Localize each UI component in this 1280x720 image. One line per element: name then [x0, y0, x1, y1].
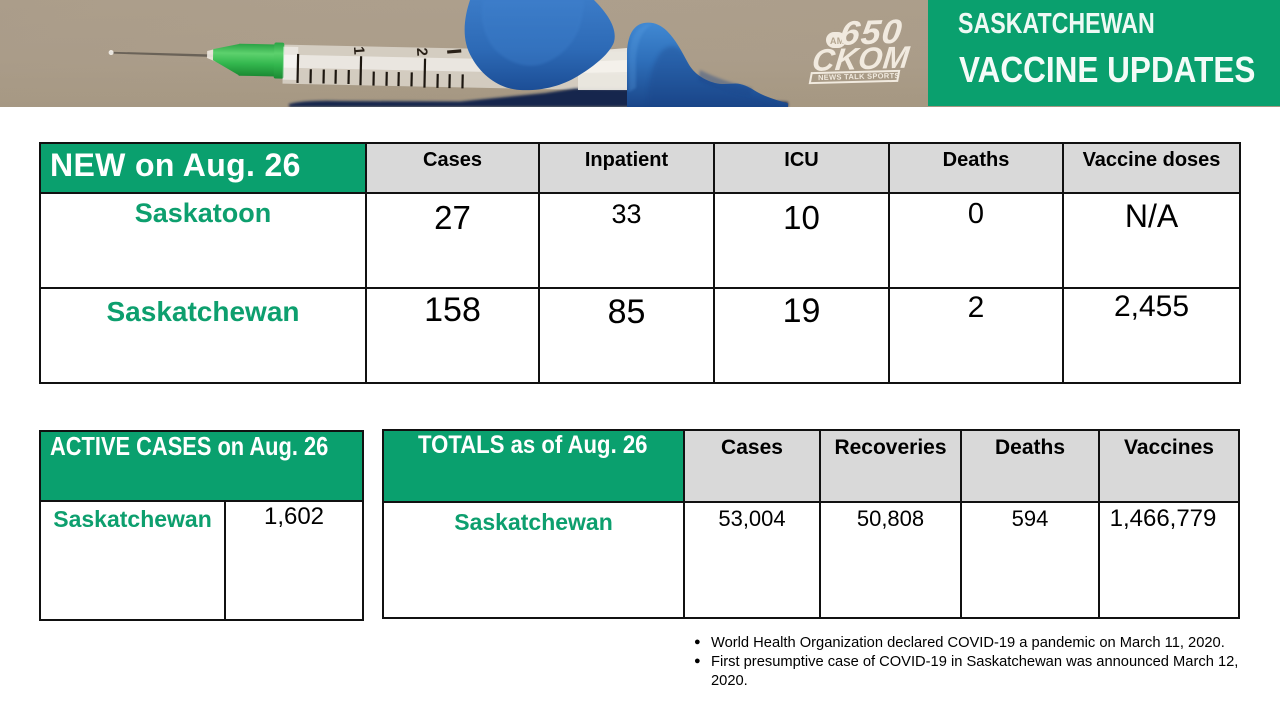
svg-text:1: 1 — [350, 46, 368, 55]
svg-text:2: 2 — [413, 47, 431, 56]
